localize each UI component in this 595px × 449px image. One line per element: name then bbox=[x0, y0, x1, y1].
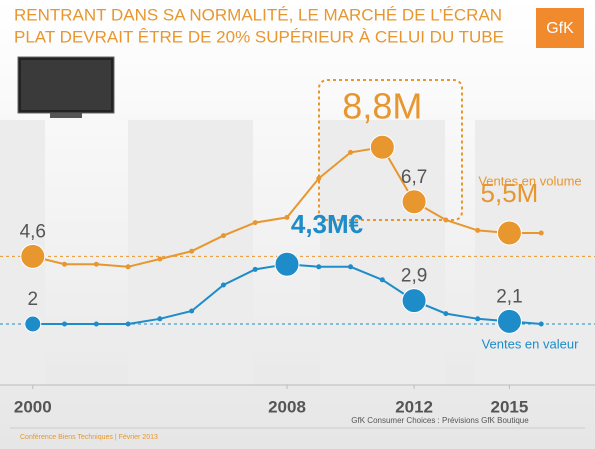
data-label: 8,8M bbox=[342, 86, 422, 127]
data-point bbox=[316, 264, 322, 270]
footer: Conférence Biens Techniques | Février 20… bbox=[20, 434, 158, 441]
data-point bbox=[220, 282, 226, 288]
title: PLAT DEVRAIT ÊTRE DE 20% SUPÉRIEUR À CEL… bbox=[14, 27, 504, 46]
data-point bbox=[274, 251, 300, 277]
data-point bbox=[62, 261, 68, 267]
data-point bbox=[189, 248, 195, 254]
data-point bbox=[125, 321, 131, 327]
data-point bbox=[538, 230, 544, 236]
data-point bbox=[316, 175, 322, 181]
x-tick-label: 2000 bbox=[14, 397, 52, 416]
data-point bbox=[401, 288, 427, 314]
data-point bbox=[93, 321, 99, 327]
data-point bbox=[20, 243, 46, 269]
data-point bbox=[189, 308, 195, 314]
tv-icon bbox=[17, 56, 115, 118]
data-point bbox=[379, 277, 385, 283]
data-label: 4,3M€ bbox=[291, 209, 363, 239]
data-label: 2 bbox=[27, 289, 38, 310]
logo: GfK bbox=[546, 20, 574, 37]
x-tick-label: 2012 bbox=[395, 397, 433, 416]
data-point bbox=[496, 308, 522, 334]
x-tick-label: 2015 bbox=[491, 397, 529, 416]
data-point bbox=[538, 321, 544, 327]
data-point bbox=[401, 189, 427, 215]
data-point bbox=[348, 264, 354, 270]
legend-label: Ventes en valeur bbox=[482, 336, 580, 351]
data-label: 5,5M bbox=[481, 178, 539, 208]
data-point bbox=[443, 217, 449, 223]
band bbox=[475, 120, 595, 385]
data-point bbox=[24, 315, 42, 333]
logo-box bbox=[536, 8, 584, 48]
data-point bbox=[93, 261, 99, 267]
data-point bbox=[475, 227, 481, 233]
data-label: 2,9 bbox=[401, 266, 427, 287]
data-point bbox=[62, 321, 68, 327]
data-point bbox=[220, 233, 226, 239]
x-tick-label: 2008 bbox=[268, 397, 306, 416]
title: RENTRANT DANS SA NORMALITÉ, LE MARCHÉ DE… bbox=[14, 5, 502, 24]
data-point bbox=[475, 316, 481, 322]
data-point bbox=[284, 214, 290, 220]
data-label: 6,7 bbox=[401, 167, 427, 188]
data-point bbox=[369, 134, 395, 160]
data-point bbox=[157, 316, 163, 322]
data-label: 4,6 bbox=[20, 221, 46, 242]
data-point bbox=[443, 311, 449, 317]
source: GfK Consumer Choices : Prévisions GfK Bo… bbox=[351, 416, 529, 425]
data-point bbox=[348, 149, 354, 155]
legend-label: Ventes en volume bbox=[478, 173, 581, 188]
data-point bbox=[252, 266, 258, 272]
data-label: 2,1 bbox=[496, 286, 522, 307]
band bbox=[320, 120, 445, 385]
data-point bbox=[252, 220, 258, 226]
data-point bbox=[125, 264, 131, 270]
data-point bbox=[496, 220, 522, 246]
data-point bbox=[157, 256, 163, 262]
